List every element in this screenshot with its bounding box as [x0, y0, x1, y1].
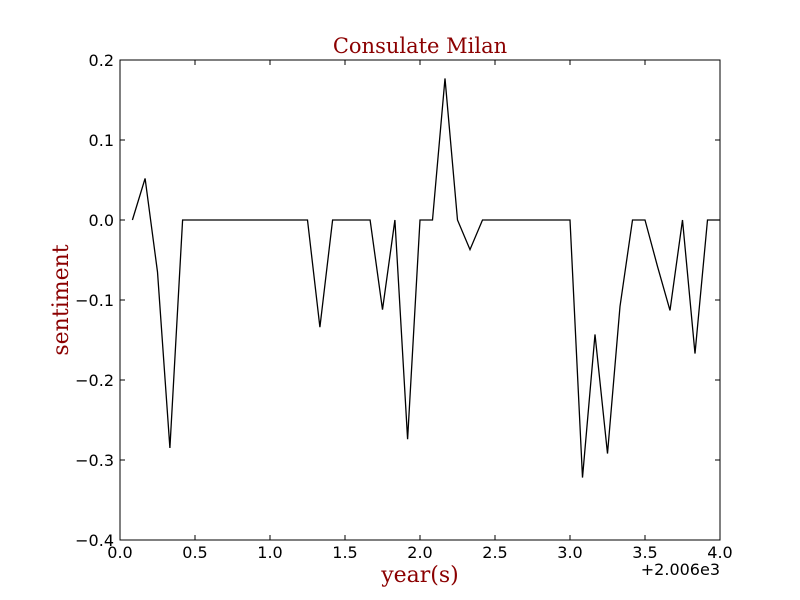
chart-title: Consulate Milan — [333, 34, 507, 58]
y-tick-label: −0.4 — [75, 531, 114, 550]
plot-area — [119, 59, 721, 541]
x-tick-label: 2.0 — [407, 543, 432, 562]
y-tick-label: −0.3 — [75, 451, 114, 470]
y-axis-title: sentiment — [49, 244, 74, 355]
x-axis: 0.0 0.5 1.0 1.5 2.0 2.5 3.0 3.5 4.0 — [107, 60, 733, 562]
x-tick-label: 0.5 — [182, 543, 207, 562]
x-offset-label: +2.006e3 — [641, 560, 720, 579]
series-line — [131, 78, 720, 478]
x-tick-label: 2.5 — [482, 543, 507, 562]
y-tick-label: 0.1 — [89, 131, 114, 150]
y-tick-label: 0.0 — [89, 211, 114, 230]
x-tick-label: 3.0 — [557, 543, 582, 562]
x-tick-label: 3.5 — [632, 543, 657, 562]
y-tick-label: −0.2 — [75, 371, 114, 390]
y-axis: −0.4 −0.3 −0.2 −0.1 0.0 0.1 0.2 — [75, 51, 720, 550]
x-axis-title: year(s) — [380, 563, 459, 588]
y-tick-label: −0.1 — [75, 291, 114, 310]
axes-frame — [119, 59, 721, 541]
y-tick-label: 0.2 — [89, 51, 114, 70]
x-tick-label: 1.0 — [257, 543, 282, 562]
x-tick-label: 4.0 — [707, 543, 732, 562]
x-tick-label: 0.0 — [107, 543, 132, 562]
x-tick-label: 1.5 — [332, 543, 357, 562]
